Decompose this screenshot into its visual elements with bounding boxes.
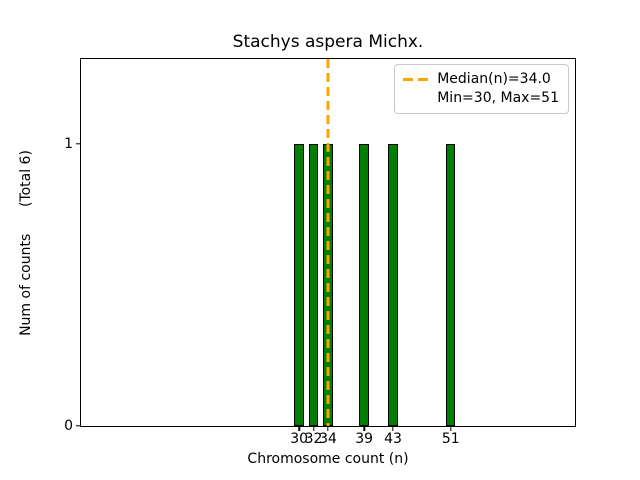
bar <box>388 143 398 426</box>
bar <box>359 143 369 426</box>
empty-handle-spacer <box>403 97 428 100</box>
x-axis-label: Chromosome count (n) <box>247 451 409 467</box>
x-tick <box>327 427 329 431</box>
x-tick-label: 32 <box>304 431 323 447</box>
y-tick <box>76 142 80 145</box>
y-tick-label: 0 <box>64 418 73 434</box>
x-tick-label: 39 <box>355 431 374 447</box>
x-tick <box>363 427 365 431</box>
x-tick-label: 34 <box>319 431 337 447</box>
x-tick <box>312 427 315 431</box>
x-tick <box>298 427 300 431</box>
bar <box>446 143 456 426</box>
legend-entry: Median(n)=34.0 <box>403 70 559 89</box>
x-tick-label: 51 <box>441 431 460 447</box>
legend-label: Median(n)=34.0 <box>437 71 551 87</box>
chart-title: Stachys aspera Michx. <box>232 32 424 52</box>
y-tick-label: 1 <box>64 135 73 152</box>
legend: Median(n)=34.0 Min=30, Max=51 <box>394 64 569 114</box>
x-tick-label: 30 <box>290 431 309 447</box>
plot-area: Median(n)=34.0 Min=30, Max=51 30 32 34 39 43… <box>64 58 576 447</box>
legend-entry: Min=30, Max=51 <box>403 89 559 108</box>
y-tick <box>76 425 80 427</box>
bar <box>308 143 319 426</box>
dashed-line-icon <box>403 78 429 81</box>
bar <box>294 143 304 426</box>
y-axis-label: Num of counts (Total 6) <box>18 150 34 336</box>
x-tick <box>450 427 452 431</box>
x-tick-label: 43 <box>384 431 402 447</box>
x-tick <box>392 427 394 431</box>
median-line <box>326 59 330 426</box>
legend-label: Min=30, Max=51 <box>437 90 559 106</box>
